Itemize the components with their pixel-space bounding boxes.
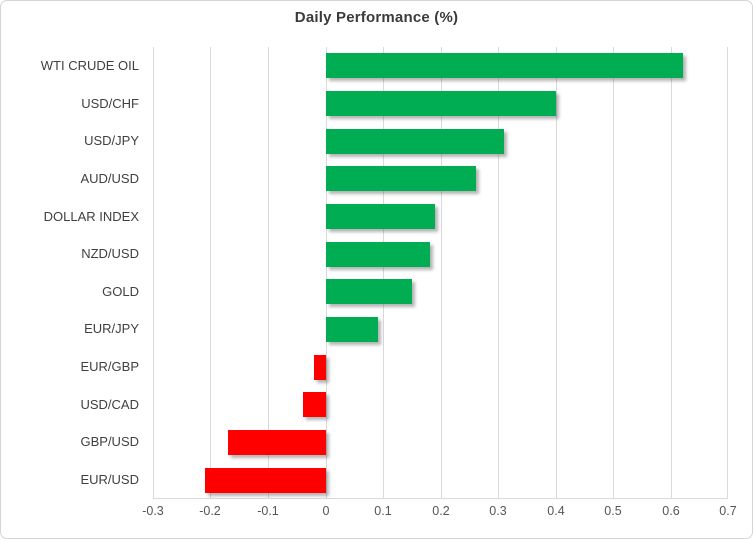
bar-usd-cad <box>303 392 326 417</box>
value-tick-label: 0.7 <box>719 504 737 518</box>
category-label: USD/CHF <box>81 96 139 111</box>
value-tick-label: 0.5 <box>604 504 622 518</box>
gridline <box>613 47 614 498</box>
category-label: USD/CAD <box>80 397 139 412</box>
bar-wti-crude-oil <box>326 53 683 78</box>
gridline <box>727 47 728 498</box>
bar-eur-gbp <box>314 355 326 380</box>
gridline <box>498 47 499 498</box>
gridline <box>210 47 211 498</box>
category-label: AUD/USD <box>80 171 139 186</box>
value-tick-label: -0.1 <box>257 504 279 518</box>
value-tick-label: 0.4 <box>547 504 565 518</box>
bar-usd-jpy <box>326 129 504 154</box>
value-tick-label: 0.3 <box>489 504 507 518</box>
plot-area <box>153 47 728 499</box>
value-tick-label: 0 <box>322 504 330 518</box>
gridline <box>671 47 672 498</box>
category-label: DOLLAR INDEX <box>43 209 139 224</box>
bar-gbp-usd <box>228 430 326 455</box>
value-tick-label: 0.1 <box>374 504 392 518</box>
bar-eur-usd <box>205 468 326 493</box>
bar-eur-jpy <box>326 317 378 342</box>
value-axis: -0.3 -0.2 -0.1 0 0.1 0.2 0.3 0.4 0.5 0.6 0.7 <box>142 504 736 524</box>
gridline <box>268 47 269 498</box>
bar-gold <box>326 279 412 304</box>
category-label: EUR/JPY <box>84 321 139 336</box>
bar-dollar-index <box>326 204 435 229</box>
value-tick-label: -0.2 <box>199 504 221 518</box>
gridline <box>383 47 384 498</box>
bar-aud-usd <box>326 166 476 191</box>
bar-usd-chf <box>326 91 556 116</box>
gridline <box>153 47 154 498</box>
category-label: USD/JPY <box>84 133 139 148</box>
category-label: EUR/USD <box>80 472 139 487</box>
category-label: GBP/USD <box>80 434 139 449</box>
category-label: NZD/USD <box>81 246 139 261</box>
value-tick-label: 0.2 <box>432 504 450 518</box>
category-label: GOLD <box>102 284 139 299</box>
gridline <box>326 47 327 498</box>
chart-title: Daily Performance (%) <box>294 9 459 26</box>
value-tick-label: 0.6 <box>662 504 680 518</box>
category-axis: WTI CRUDE OIL USD/CHF USD/JPY AUD/USD DOLLAR… <box>1 47 146 499</box>
gridline <box>441 47 442 498</box>
value-tick-label: -0.3 <box>142 504 164 518</box>
category-label: EUR/GBP <box>80 359 139 374</box>
category-label: WTI CRUDE OIL <box>40 58 139 73</box>
gridline <box>556 47 557 498</box>
bar-nzd-usd <box>326 242 430 267</box>
